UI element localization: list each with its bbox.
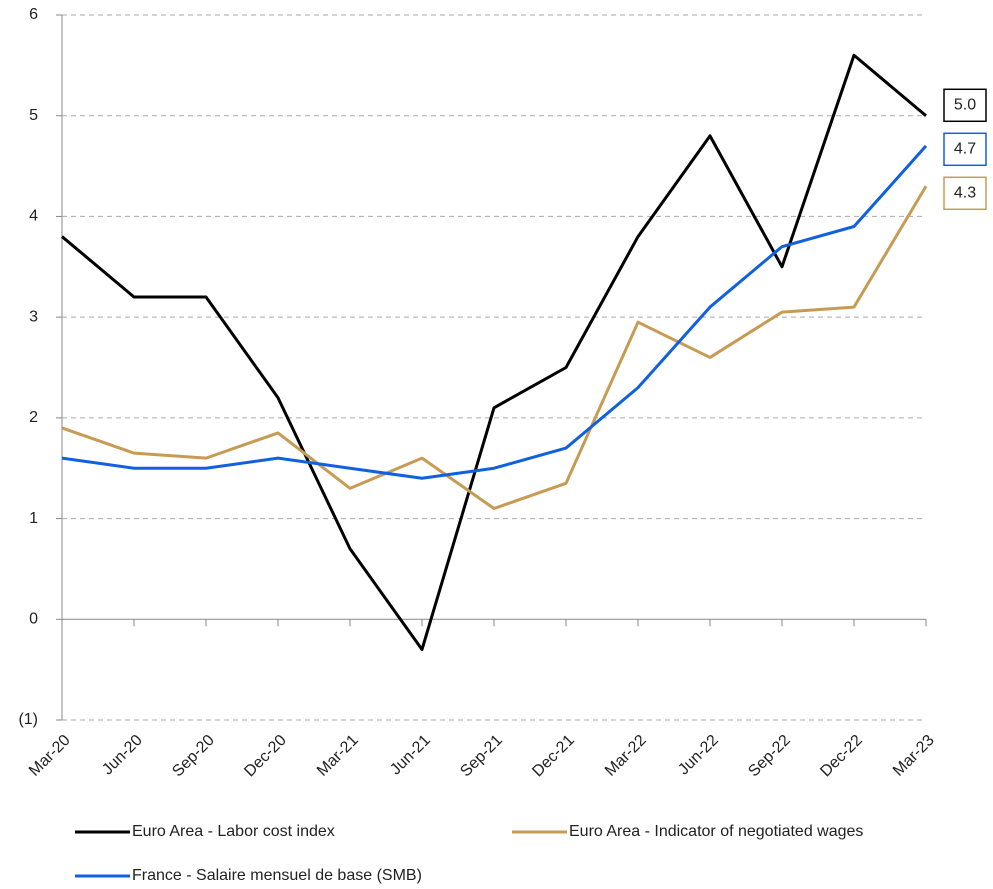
x-tick-label: Sep-20 (169, 732, 218, 781)
x-tick-label: Jun-20 (99, 732, 146, 779)
series-line (61, 53, 927, 651)
y-tick-label: 1 (29, 510, 38, 527)
x-tick-label: Mar-21 (314, 732, 362, 780)
legend-label: Euro Area - Indicator of negotiated wage… (569, 823, 863, 840)
x-tick-label: Sep-22 (745, 732, 794, 781)
series-line (61, 185, 928, 510)
value-label-box (943, 88, 987, 123)
value-label: 5.0 (954, 97, 976, 114)
y-tick-label: 3 (29, 308, 38, 325)
x-tick-label: Mar-20 (26, 732, 74, 780)
y-tick-label: 0 (29, 611, 38, 628)
y-tick-label: 2 (29, 409, 38, 426)
y-tick-label: 4 (29, 208, 38, 225)
legend-label: France - Salaire mensuel de base (SMB) (132, 867, 422, 884)
value-label-box (943, 132, 987, 167)
y-tick-label: 6 (29, 6, 38, 23)
x-tick-label: Jun-22 (675, 732, 722, 779)
x-tick-label: Dec-21 (529, 732, 578, 781)
x-tick-label: Jun-21 (387, 732, 434, 779)
x-tick-label: Mar-22 (602, 732, 650, 780)
y-tick-label: 5 (29, 107, 38, 124)
value-label: 4.3 (954, 185, 976, 202)
x-tick-label: Mar-23 (890, 732, 938, 780)
value-label: 4.7 (954, 141, 976, 158)
x-tick-label: Sep-21 (457, 732, 506, 781)
value-label-box (943, 176, 987, 211)
y-tick-label: (1) (18, 711, 38, 728)
series-line (61, 144, 928, 480)
x-tick-label: Dec-22 (817, 732, 866, 781)
x-tick-label: Dec-20 (241, 732, 290, 781)
legend-label: Euro Area - Labor cost index (132, 823, 335, 840)
